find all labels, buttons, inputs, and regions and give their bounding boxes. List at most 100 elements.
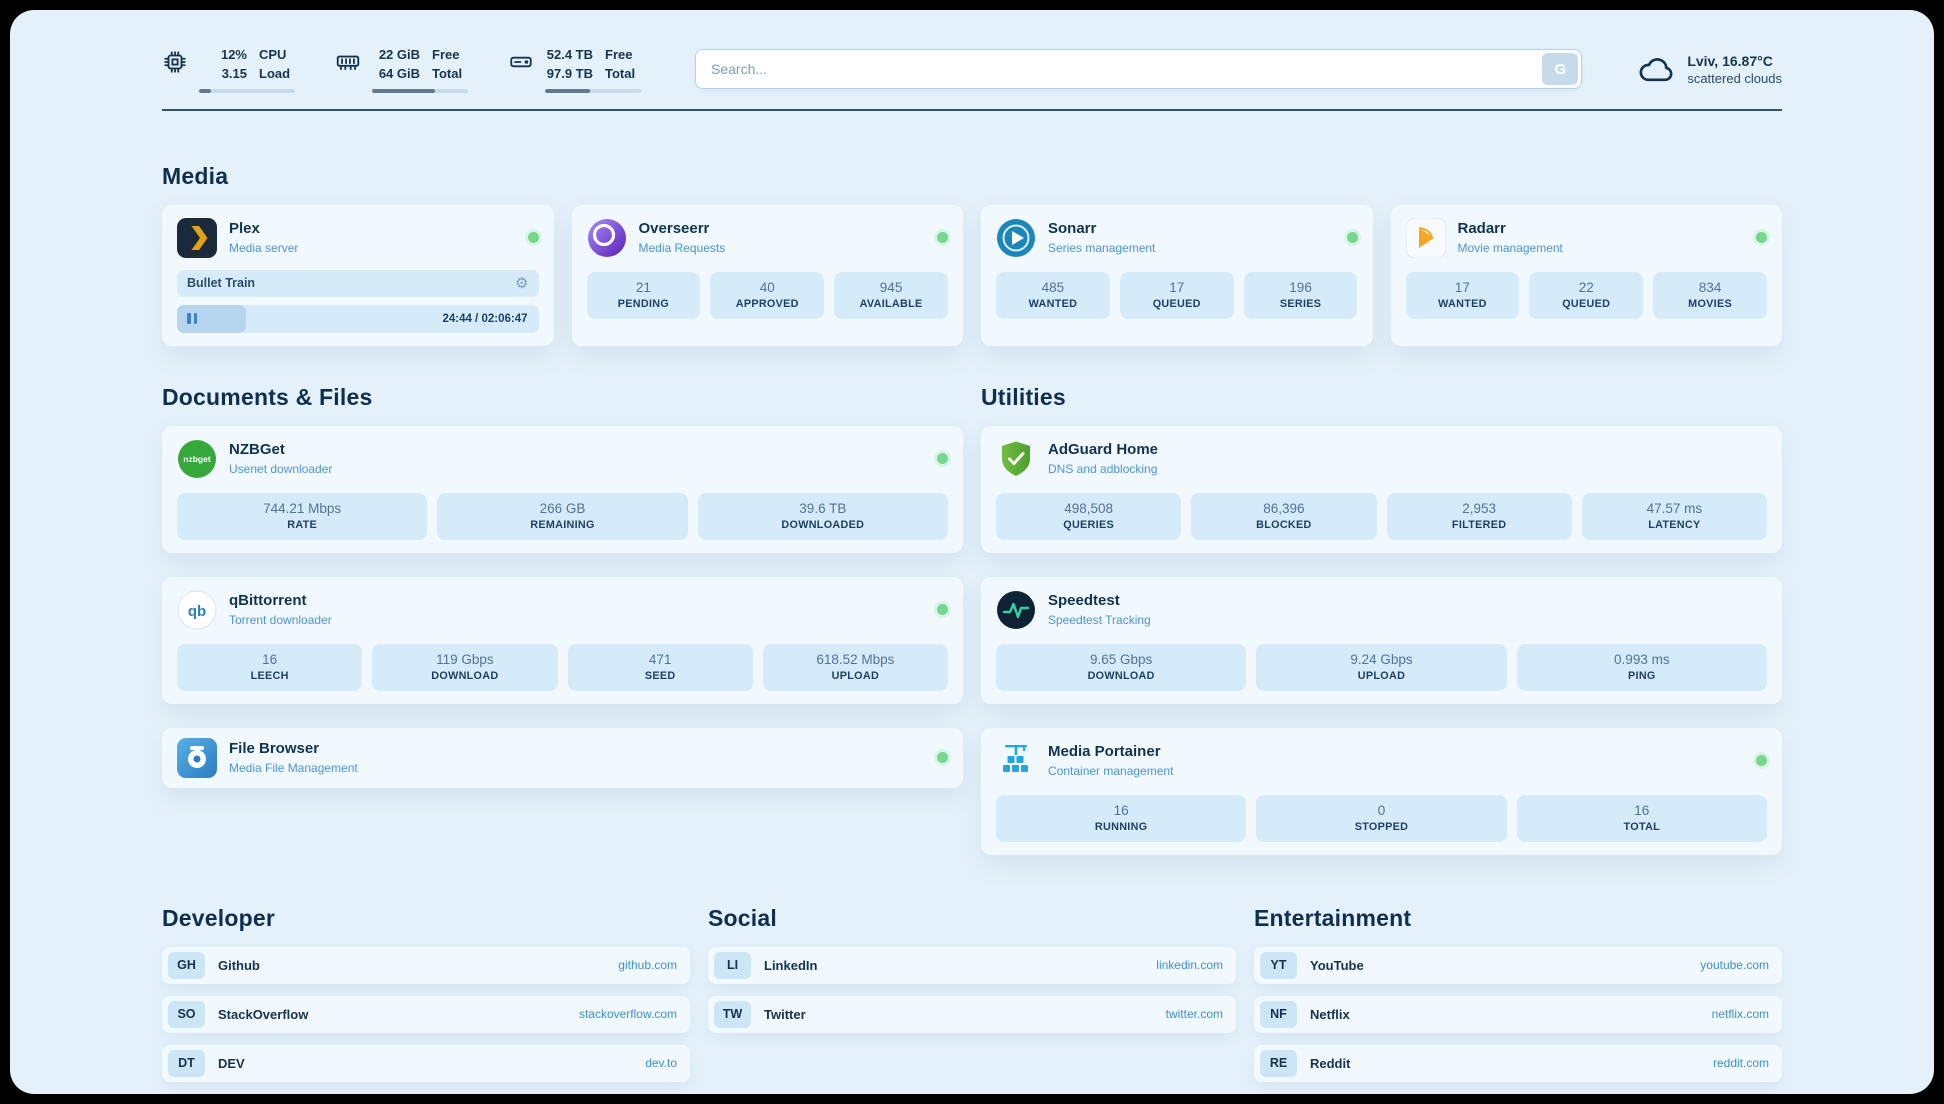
bookmark-twitter[interactable]: TW Twitter twitter.com: [708, 995, 1236, 1033]
nzbget-icon: nzbget: [177, 439, 217, 479]
bookmark-badge: GH: [168, 951, 205, 979]
search-input[interactable]: [695, 49, 1583, 90]
status-dot: [937, 232, 948, 244]
stat-total: 16 TOTAL: [1516, 794, 1767, 842]
app-name: qBittorrent: [229, 592, 307, 610]
sonarr-icon: [996, 218, 1036, 258]
weather-widget: Lviv, 16.87°C scattered clouds: [1636, 49, 1782, 89]
stat-queries: 498,508 QUERIES: [996, 492, 1182, 540]
disk-progress-bar: [545, 88, 641, 93]
bookmark-reddit[interactable]: RE Reddit reddit.com: [1254, 1044, 1782, 1082]
nzbget-card[interactable]: nzbget NZBGet Usenet downloader 744.21 M…: [162, 425, 963, 553]
plex-card[interactable]: Plex Media server Bullet Train ⚙ 24:44 /…: [162, 204, 554, 346]
sonarr-card[interactable]: Sonarr Series management 485 WANTED 17 QUE…: [981, 204, 1373, 346]
stat-available: 945 AVAILABLE: [834, 271, 948, 319]
ram-progress-bar: [372, 88, 468, 93]
bookmark-badge: LI: [714, 951, 751, 979]
bookmark-name: Github: [218, 957, 260, 973]
app-subtitle: Series management: [1048, 241, 1156, 256]
ram-free-value: 22 GiB: [378, 47, 420, 62]
social-section: Social LI LinkedIn linkedin.com TW Twitt…: [708, 905, 1236, 1045]
app-name: File Browser: [229, 740, 320, 758]
portainer-card[interactable]: Media Portainer Container management 16 R…: [981, 727, 1782, 855]
speedtest-card[interactable]: Speedtest Speedtest Tracking 9.65 Gbps DO…: [981, 576, 1782, 704]
stat-movies: 834 MOVIES: [1653, 271, 1767, 319]
developer-section: Developer GH Github github.com SO StackO…: [162, 905, 690, 1094]
overseerr-card[interactable]: Overseerr Media Requests 21 PENDING 40 APP…: [571, 204, 963, 346]
radarr-card[interactable]: Radarr Movie management 17 WANTED 22 QUEUE…: [1390, 204, 1782, 346]
developer-section-title: Developer: [162, 904, 276, 931]
documents-section: Documents & Files nzbget NZBGet Usenet d…: [162, 384, 963, 788]
status-dot: [1756, 232, 1767, 244]
disk-total-label: Total: [605, 65, 636, 81]
speedtest-icon: [996, 590, 1036, 630]
bookmark-github[interactable]: GH Github github.com: [162, 946, 690, 984]
cpu-usage-value: 12%: [220, 47, 247, 62]
bookmark-badge: YT: [1260, 951, 1297, 979]
stat-remaining: 266 GB REMAINING: [437, 492, 688, 540]
bookmark-name: Twitter: [764, 1006, 806, 1022]
bookmark-youtube[interactable]: YT YouTube youtube.com: [1254, 946, 1782, 984]
qbittorrent-card[interactable]: qb qBittorrent Torrent downloader 16 LEEC…: [162, 576, 963, 704]
bookmark-badge: RE: [1260, 1049, 1297, 1077]
plex-icon: [177, 217, 217, 258]
app-subtitle: Media File Management: [229, 761, 358, 776]
bookmark-url: github.com: [618, 958, 677, 973]
app-subtitle: Media Requests: [638, 241, 726, 256]
qbittorrent-icon: qb: [177, 590, 217, 630]
stat-wanted: 17 WANTED: [1405, 271, 1520, 319]
bookmark-name: DEV: [218, 1055, 245, 1071]
cpu-progress-bar: [199, 88, 295, 93]
search-bar: G: [695, 49, 1583, 90]
disk-icon: [508, 49, 534, 75]
bookmark-stackoverflow[interactable]: SO StackOverflow stackoverflow.com: [162, 995, 690, 1033]
stat-ping: 0.993 ms PING: [1516, 643, 1767, 691]
bookmark-url: youtube.com: [1700, 958, 1769, 973]
stat-download: 9.65 Gbps DOWNLOAD: [996, 643, 1247, 691]
app-name: Plex: [229, 220, 260, 238]
now-playing-row: Bullet Train ⚙: [177, 269, 539, 297]
status-dot: [937, 604, 948, 616]
app-name: Sonarr: [1048, 220, 1097, 238]
bookmark-name: Netflix: [1310, 1006, 1350, 1022]
adguard-icon: [996, 439, 1036, 479]
cpu-metric: 12% CPU 3.15 Load: [162, 46, 295, 93]
app-subtitle: Usenet downloader: [229, 462, 333, 477]
adguard-card[interactable]: AdGuard Home DNS and adblocking 498,508 Q…: [981, 425, 1782, 553]
cpu-load-value: 3.15: [221, 65, 247, 81]
search-provider-button[interactable]: G: [1542, 53, 1579, 86]
overseerr-icon: [587, 218, 627, 258]
status-dot: [1756, 755, 1767, 767]
app-subtitle: Movie management: [1457, 241, 1563, 256]
ram-free-label: Free: [432, 47, 460, 62]
bookmark-url: stackoverflow.com: [578, 1007, 677, 1022]
bookmark-name: StackOverflow: [218, 1006, 309, 1022]
now-playing-title: Bullet Train: [187, 276, 256, 291]
bookmark-url: reddit.com: [1712, 1056, 1769, 1071]
filebrowser-card[interactable]: File Browser Media File Management: [162, 727, 963, 788]
stat-approved: 40 APPROVED: [710, 271, 825, 319]
cpu-usage-label: CPU: [259, 47, 287, 62]
header-divider: [162, 108, 1782, 111]
ram-metric: 22 GiB Free 64 GiB Total: [335, 46, 468, 93]
bookmark-badge: DT: [168, 1049, 205, 1077]
bookmark-name: Reddit: [1310, 1055, 1351, 1071]
bookmark-dev[interactable]: DT DEV dev.to: [162, 1044, 690, 1082]
status-dot: [1346, 232, 1358, 244]
stat-wanted: 485 WANTED: [996, 271, 1110, 319]
portainer-icon: [996, 741, 1036, 781]
playback-progress-bar[interactable]: 24:44 / 02:06:47: [177, 304, 539, 333]
disk-metric: 52.4 TB Free 97.9 TB Total: [508, 46, 641, 93]
stat-pending: 21 PENDING: [586, 271, 701, 319]
stat-latency: 47.57 ms LATENCY: [1581, 492, 1767, 540]
status-dot: [527, 232, 539, 244]
bookmark-linkedin[interactable]: LI LinkedIn linkedin.com: [708, 946, 1236, 984]
gear-icon[interactable]: ⚙: [515, 274, 529, 292]
bookmark-netflix[interactable]: NF Netflix netflix.com: [1254, 995, 1782, 1033]
stat-blocked: 86,396 BLOCKED: [1191, 492, 1377, 540]
pause-icon[interactable]: [187, 313, 197, 325]
entertainment-section-title: Entertainment: [1254, 904, 1412, 931]
utilities-section-title: Utilities: [981, 383, 1066, 410]
stat-rate: 744.21 Mbps RATE: [177, 492, 428, 540]
disk-total-value: 97.9 TB: [546, 65, 593, 81]
